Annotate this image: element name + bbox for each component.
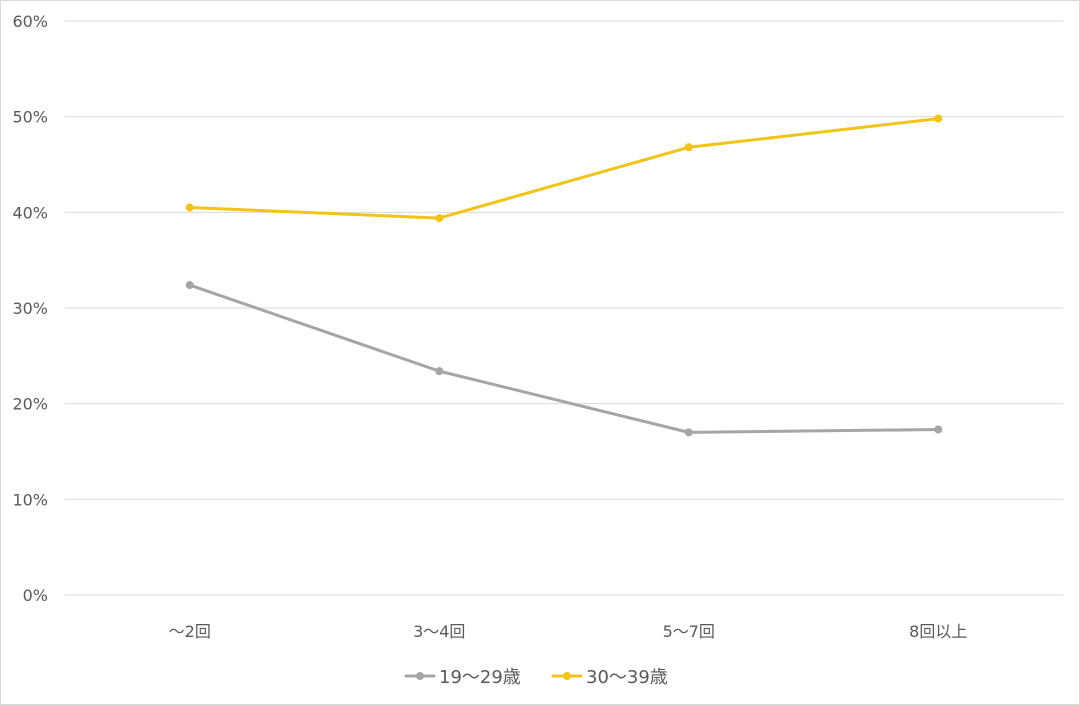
series-group [185, 114, 943, 437]
y-tick-label-2: 20% [12, 395, 48, 414]
series-0-point-0 [185, 281, 194, 290]
x-tick-label-1: 3〜4回 [413, 622, 465, 641]
y-tick-label-1: 10% [12, 490, 48, 509]
series-0-point-1 [435, 367, 444, 376]
legend-marker-1 [563, 672, 571, 680]
legend: 19〜29歳 30〜39歳 [404, 667, 668, 688]
legend-label-1: 30〜39歳 [586, 667, 668, 688]
series-line-1 [188, 117, 940, 220]
series-0 [185, 281, 943, 437]
y-tick-label-5: 50% [12, 108, 48, 127]
series-1-point-3 [934, 114, 943, 123]
y-axis-ticks: 0% 10% 20% 30% 40% 50% 60% [12, 12, 48, 605]
legend-marker-0 [416, 672, 424, 680]
y-tick-label-0: 0% [23, 586, 48, 605]
series-0-point-2 [684, 428, 693, 437]
y-tick-label-3: 30% [12, 299, 48, 318]
series-line-0 [188, 283, 940, 434]
legend-item-1: 30〜39歳 [551, 667, 668, 688]
grid-lines [65, 20, 1063, 596]
legend-item-0: 19〜29歳 [404, 667, 521, 688]
series-1-point-0 [185, 203, 194, 212]
series-1-point-1 [435, 214, 444, 223]
x-axis-ticks: 〜2回 3〜4回 5〜7回 8回以上 [169, 622, 968, 641]
y-tick-label-6: 60% [12, 12, 48, 31]
x-tick-label-0: 〜2回 [169, 622, 211, 641]
series-1-point-2 [684, 143, 693, 152]
y-tick-label-4: 40% [12, 203, 48, 222]
x-tick-label-2: 5〜7回 [663, 622, 715, 641]
series-0-point-3 [934, 425, 943, 434]
x-tick-label-3: 8回以上 [909, 622, 967, 641]
legend-label-0: 19〜29歳 [439, 667, 521, 688]
series-1 [185, 114, 943, 223]
